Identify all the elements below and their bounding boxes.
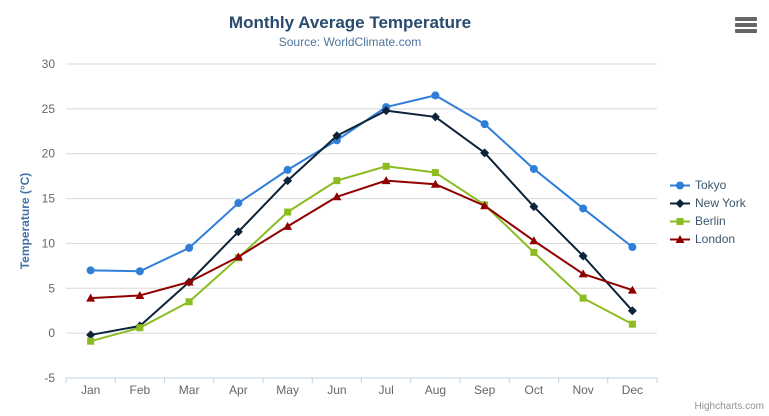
marker-new-york[interactable]: [233, 227, 243, 237]
marker-legend-new-york[interactable]: [675, 198, 685, 208]
chart-context-menu-button[interactable]: [733, 15, 757, 35]
marker-tokyo[interactable]: [283, 165, 292, 174]
marker-new-york[interactable]: [86, 330, 96, 340]
y-axis-tick-label: 5: [48, 281, 55, 295]
marker-new-york[interactable]: [283, 176, 293, 186]
x-axis-tick-label: Jan: [81, 383, 100, 397]
marker-london[interactable]: [86, 293, 96, 302]
x-axis-tick-label: Oct: [525, 383, 544, 397]
marker-london[interactable]: [578, 269, 588, 278]
marker-new-york[interactable]: [332, 131, 342, 141]
marker-berlin[interactable]: [284, 208, 292, 216]
y-axis-tick-label: 15: [42, 192, 56, 206]
legend-item-new-york[interactable]: New York: [670, 194, 746, 212]
marker-london[interactable]: [135, 290, 145, 299]
series-line-new-york[interactable]: [89, 109, 634, 336]
marker-london[interactable]: [480, 201, 490, 210]
legend-item-tokyo[interactable]: Tokyo: [670, 176, 746, 194]
highcharts-credits-link[interactable]: Highcharts.com: [694, 401, 764, 412]
y-axis-tick-label: 20: [42, 147, 56, 161]
marker-berlin[interactable]: [530, 248, 538, 256]
marker-london[interactable]: [627, 285, 637, 294]
marker-new-york[interactable]: [529, 202, 539, 212]
legend-label: New York: [695, 196, 746, 210]
marker-tokyo[interactable]: [185, 243, 194, 252]
legend-label: Tokyo: [695, 178, 727, 192]
marker-tokyo[interactable]: [135, 267, 144, 276]
y-axis-tick-label: -5: [44, 371, 55, 385]
legend-item-berlin[interactable]: Berlin: [670, 212, 746, 230]
marker-london[interactable]: [430, 179, 440, 188]
marker-new-york[interactable]: [430, 112, 440, 122]
y-axis-title: Temperature (°C): [18, 172, 32, 270]
x-axis-tick-label: Apr: [229, 383, 248, 397]
legend-item-london[interactable]: London: [670, 230, 746, 248]
marker-berlin[interactable]: [333, 177, 341, 185]
marker-london[interactable]: [184, 277, 194, 286]
marker-berlin[interactable]: [87, 337, 95, 345]
x-axis-tick-label: Nov: [572, 383, 593, 397]
marker-berlin[interactable]: [185, 298, 193, 306]
chart-legend: Tokyo New York Berlin London: [670, 176, 746, 248]
marker-tokyo[interactable]: [579, 204, 588, 213]
marker-berlin[interactable]: [431, 169, 439, 177]
legend-label: London: [695, 232, 736, 246]
x-axis-tick-label: Jul: [378, 383, 393, 397]
marker-berlin[interactable]: [628, 320, 636, 328]
hamburger-icon: [735, 17, 757, 21]
y-axis-tick-label: 30: [42, 57, 56, 71]
marker-legend-berlin[interactable]: [676, 217, 684, 225]
marker-london[interactable]: [332, 192, 342, 201]
x-axis-tick-label: May: [276, 383, 299, 397]
legend-circle-icon: [670, 181, 690, 189]
series-line-berlin[interactable]: [89, 165, 634, 343]
hamburger-icon: [735, 23, 757, 27]
chart-title: Monthly Average Temperature: [228, 13, 472, 32]
x-axis-tick-label: Mar: [179, 383, 200, 397]
marker-london[interactable]: [529, 236, 539, 245]
x-axis-tick-label: Feb: [130, 383, 151, 397]
marker-tokyo[interactable]: [529, 164, 538, 173]
chart-subtitle: Source: WorldClimate.com: [278, 35, 422, 49]
marker-legend-tokyo[interactable]: [676, 181, 684, 189]
marker-tokyo[interactable]: [86, 266, 95, 275]
y-axis-tick-label: 10: [42, 236, 56, 250]
marker-berlin[interactable]: [136, 324, 144, 332]
series-line-tokyo[interactable]: [89, 94, 634, 273]
marker-london[interactable]: [233, 252, 243, 261]
y-axis-tick-label: 0: [48, 326, 55, 340]
marker-tokyo[interactable]: [431, 91, 440, 100]
marker-berlin[interactable]: [579, 294, 587, 302]
x-axis-tick-label: Dec: [622, 383, 643, 397]
x-axis-tick-label: Aug: [425, 383, 446, 397]
marker-new-york[interactable]: [480, 148, 490, 158]
marker-new-york[interactable]: [578, 251, 588, 261]
marker-tokyo[interactable]: [480, 120, 489, 129]
hamburger-icon: [735, 29, 757, 33]
legend-triangle-icon: [670, 234, 690, 243]
x-axis-tick-label: Jun: [327, 383, 346, 397]
y-axis-tick-label: 25: [42, 102, 56, 116]
marker-legend-london[interactable]: [675, 234, 685, 243]
marker-london[interactable]: [283, 221, 293, 230]
marker-berlin[interactable]: [382, 162, 390, 170]
legend-diamond-icon: [670, 198, 690, 208]
marker-tokyo[interactable]: [234, 199, 243, 208]
x-axis-tick-label: Sep: [474, 383, 496, 397]
series-line-london[interactable]: [89, 179, 634, 300]
legend-square-icon: [670, 217, 690, 225]
marker-new-york[interactable]: [627, 306, 637, 316]
legend-label: Berlin: [695, 214, 726, 228]
marker-new-york[interactable]: [381, 106, 391, 116]
marker-tokyo[interactable]: [628, 243, 637, 252]
marker-london[interactable]: [381, 176, 391, 185]
